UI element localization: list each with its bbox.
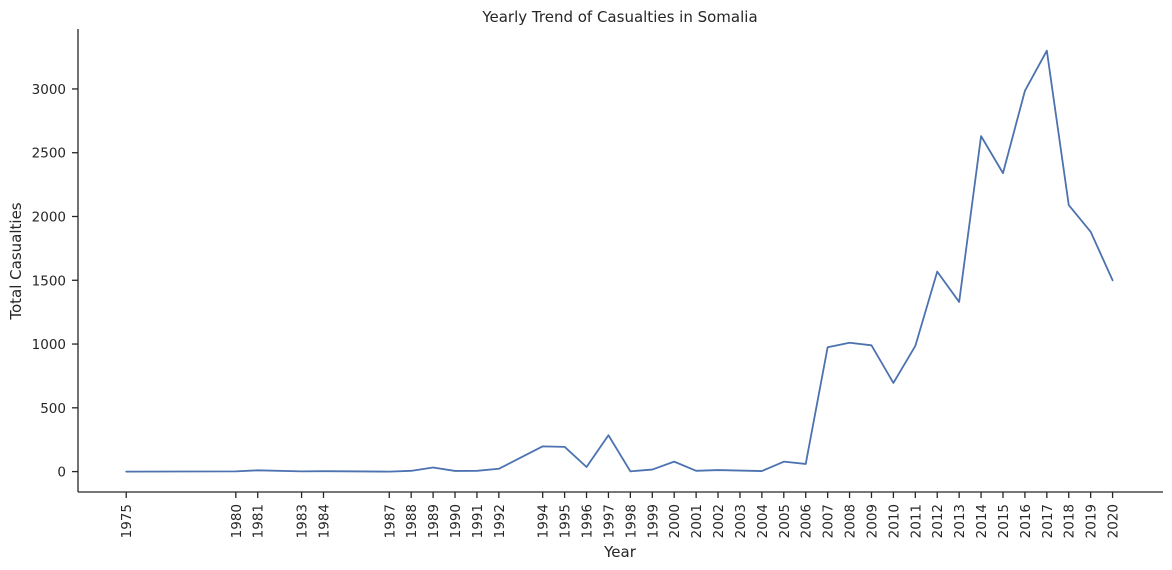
x-tick-label: 1987 xyxy=(382,504,398,538)
y-tick-label: 1000 xyxy=(32,337,66,353)
x-tick-label: 2000 xyxy=(667,504,683,538)
x-tick-label: 2019 xyxy=(1084,504,1100,538)
x-tick-label: 2005 xyxy=(777,504,793,538)
y-tick-label: 2500 xyxy=(32,146,66,162)
x-tick-label: 1983 xyxy=(295,504,311,538)
x-tick-label: 1980 xyxy=(229,504,245,538)
x-tick-label: 1975 xyxy=(119,504,135,538)
y-tick-label: 0 xyxy=(57,465,66,481)
series-line xyxy=(125,49,1114,473)
y-axis-title: Total Casualties xyxy=(7,202,25,320)
x-tick-label: 2012 xyxy=(930,504,946,538)
x-tick-label: 2018 xyxy=(1062,504,1078,538)
x-tick-label: 1992 xyxy=(492,504,508,538)
y-tick-label: 3000 xyxy=(32,82,66,98)
x-tick-label: 1991 xyxy=(470,504,486,538)
x-tick-label: 2002 xyxy=(711,504,727,538)
x-tick-label: 1995 xyxy=(558,504,574,538)
x-axis-title: Year xyxy=(603,543,637,561)
x-tick-label: 2008 xyxy=(843,504,859,538)
x-tick-label: 2001 xyxy=(689,504,705,538)
x-tick-label: 2014 xyxy=(974,504,990,538)
x-tick-label: 2009 xyxy=(864,504,880,538)
x-tick-label: 2017 xyxy=(1040,504,1056,538)
y-tick-label: 1500 xyxy=(32,273,66,289)
x-tick-label: 2011 xyxy=(908,504,924,538)
series-layer xyxy=(125,49,1114,473)
chart-title: Yearly Trend of Casualties in Somalia xyxy=(481,8,757,26)
x-tick-label: 2004 xyxy=(755,504,771,538)
x-tick-label: 2015 xyxy=(996,504,1012,538)
x-tick-label: 2013 xyxy=(952,504,968,538)
x-tick-label: 1988 xyxy=(404,504,420,538)
x-tick-label: 2003 xyxy=(733,504,749,538)
x-tick-label: 1998 xyxy=(623,504,639,538)
x-tick-label: 1984 xyxy=(316,504,332,538)
x-tick-label: 2007 xyxy=(821,504,837,538)
x-tick-label: 2020 xyxy=(1106,504,1122,538)
x-tick-label: 1990 xyxy=(448,504,464,538)
x-tick-label: 1996 xyxy=(580,504,596,538)
y-tick-label: 2000 xyxy=(32,209,66,225)
x-axis: 1975 1980 1981 1983 1984 1987 1988 1989 1990 1991… xyxy=(78,491,1163,538)
y-tick-label: 500 xyxy=(40,401,66,417)
x-tick-label: 1997 xyxy=(601,504,617,538)
y-axis: 0 500 1000 1500 2000 2500 3000 xyxy=(32,29,79,492)
x-tick-label: 1981 xyxy=(251,504,267,538)
x-tick-label: 1999 xyxy=(645,504,661,538)
x-tick-label: 1994 xyxy=(536,504,552,538)
x-tick-label: 2016 xyxy=(1018,504,1034,538)
x-tick-label: 2010 xyxy=(886,504,902,538)
x-tick-label: 2006 xyxy=(799,504,815,538)
x-tick-label: 1989 xyxy=(426,504,442,538)
